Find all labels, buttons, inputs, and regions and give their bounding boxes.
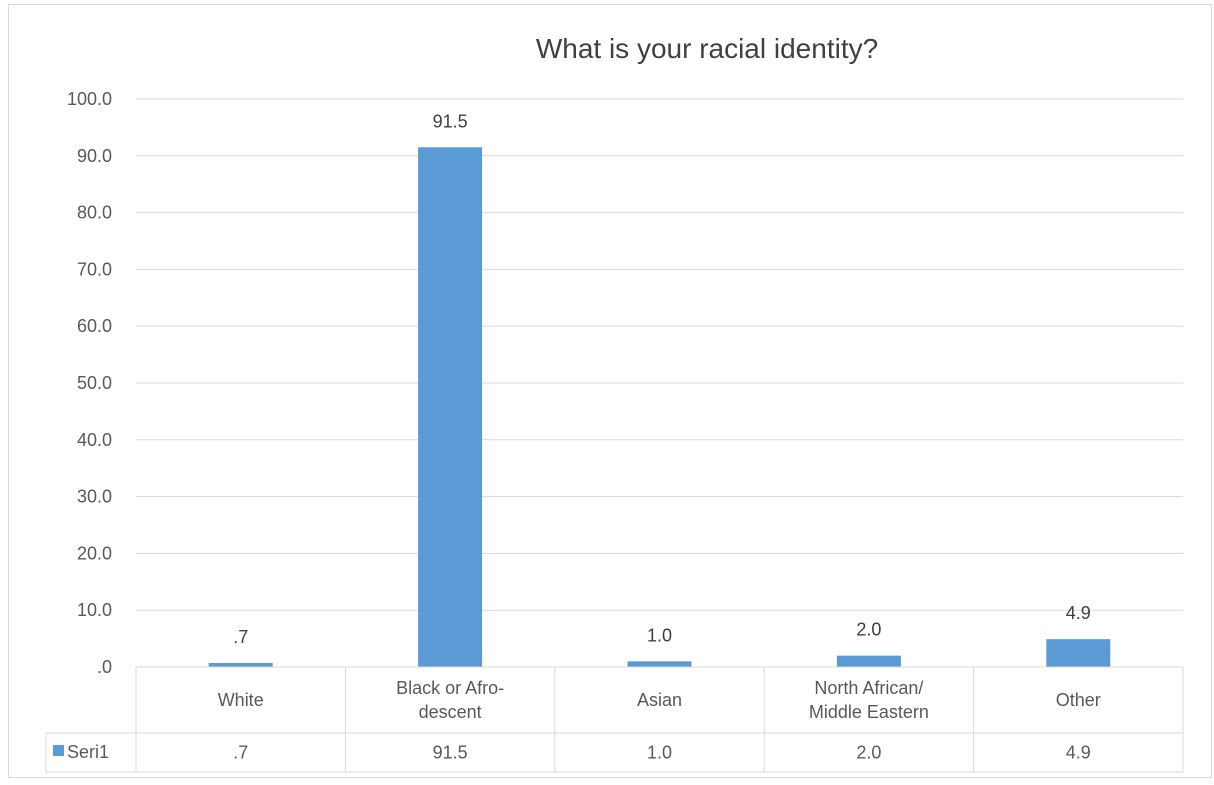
category-label: Middle Eastern [809,702,929,722]
legend-label: Seri1 [67,742,109,762]
category-label: White [218,690,264,710]
y-tick-label: 20.0 [77,543,112,563]
data-labels: .7 91.5 1.0 2.0 4.9 [233,111,1091,647]
legend-key [53,745,64,756]
category-label: Other [1056,690,1101,710]
bar [208,663,273,667]
bars [208,147,1111,667]
category-label: North African/ [814,678,923,698]
table-value: 4.9 [1066,743,1091,763]
y-tick-label: 40.0 [77,430,112,450]
data-label: 4.9 [1066,603,1091,623]
table-value: 91.5 [433,743,468,763]
y-axis-ticks: .0 10.0 20.0 30.0 40.0 50.0 60.0 70.0 80.0 90.0 10… [67,89,112,677]
y-tick-label: 10.0 [77,600,112,620]
category-label: Asian [637,690,682,710]
bar [627,661,692,667]
y-tick-label: 70.0 [77,259,112,279]
data-table: White .7 Black or Afro-descent 91.5 Asian 1.0… [45,666,1184,773]
y-tick-label: 50.0 [77,373,112,393]
table-value: 1.0 [647,743,672,763]
table-value: .7 [233,743,248,763]
category-label: Black or Afro- [396,678,504,698]
y-tick-label: 60.0 [77,316,112,336]
y-tick-label: 100.0 [67,89,112,109]
y-tick-label: .0 [97,657,112,677]
data-label: .7 [233,627,248,647]
chart-frame [8,4,1212,778]
bar [418,147,483,667]
gridlines [136,98,1183,611]
y-tick-label: 90.0 [77,146,112,166]
y-tick-label: 80.0 [77,203,112,223]
bar [1046,639,1111,667]
y-tick-label: 30.0 [77,487,112,507]
table-value: 2.0 [856,743,881,763]
bar [836,655,901,667]
chart-title: What is your racial identity? [536,33,878,64]
data-label: 91.5 [433,111,468,131]
data-label: 1.0 [647,625,672,645]
data-label: 2.0 [856,620,881,640]
category-label: descent [419,702,482,722]
